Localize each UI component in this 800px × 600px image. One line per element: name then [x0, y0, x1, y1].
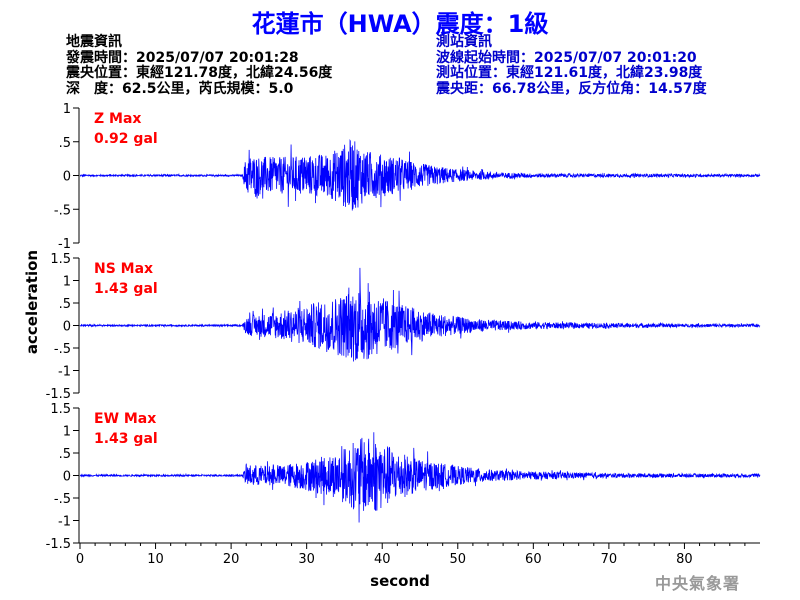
ns-waveform — [79, 267, 761, 362]
earthquake-info: 地震資訊 發震時間：2025/07/07 20:01:28 震央位置：東經121… — [66, 34, 333, 97]
z-y-tick-label: .5 — [59, 136, 71, 151]
ew-y-tick-label: 1 — [63, 425, 71, 440]
x-tick-label: 50 — [450, 552, 467, 567]
ew-max-value: 1.43 gal — [94, 431, 158, 447]
ew-y-tick-label: 0 — [63, 470, 71, 485]
z-max-label: Z Max — [94, 111, 141, 127]
x-tick-label: 80 — [676, 552, 693, 567]
z-y-tick-label: -1 — [58, 237, 71, 252]
x-tick-label: 0 — [76, 552, 84, 567]
ns-y-tick-label: 1.5 — [50, 252, 71, 267]
ns-y-tick-label: .5 — [59, 297, 71, 312]
x-tick-label: 70 — [601, 552, 618, 567]
ns-y-tick-label: -1.5 — [46, 387, 71, 402]
z-waveform — [79, 138, 761, 211]
ns-y-tick-label: 1 — [63, 275, 71, 290]
ew-waveform — [79, 432, 761, 523]
epicenter-location: 震央位置：東經121.78度，北緯24.56度 — [66, 65, 333, 81]
ew-max-label: EW Max — [94, 411, 156, 427]
x-axis-title: second — [370, 572, 430, 590]
depth-magnitude: 深 度：62.5公里，芮氏規模：5.0 — [66, 80, 294, 97]
ns-y-tick-label: -1 — [58, 365, 71, 380]
ns-max-value: 1.43 gal — [94, 281, 158, 297]
ns-max-label: NS Max — [94, 261, 153, 277]
ns-y-tick-label: -.5 — [54, 342, 71, 357]
ew-y-tick-label: -1.5 — [46, 537, 71, 552]
x-tick-label: 60 — [525, 552, 542, 567]
station-location: 測站位置：東經121.61度，北緯23.98度 — [436, 65, 703, 81]
station-info: 測站資訊 波線起始時間：2025/07/07 20:01:20 測站位置：東經1… — [436, 34, 707, 97]
epicentral-distance: 震央距：66.78公里，反方位角：14.57度 — [436, 80, 707, 97]
z-y-tick-label: 0 — [63, 170, 71, 185]
page-title: 花蓮市（HWA）震度：1級 — [251, 10, 549, 38]
ns-y-tick-label: 0 — [63, 320, 71, 335]
x-tick-label: 30 — [298, 552, 315, 567]
waveform-start-time: 波線起始時間：2025/07/07 20:01:20 — [436, 49, 697, 66]
x-tick-label: 10 — [147, 552, 164, 567]
y-axis-title: acceleration — [23, 250, 41, 354]
ew-y-tick-label: -.5 — [54, 492, 71, 507]
ew-y-tick-label: 1.5 — [50, 402, 71, 417]
ew-y-tick-label: .5 — [59, 447, 71, 462]
z-y-tick-label: -.5 — [54, 203, 71, 218]
origin-time: 發震時間：2025/07/07 20:01:28 — [66, 49, 299, 66]
x-tick-label: 40 — [374, 552, 391, 567]
ew-y-tick-label: -1 — [58, 515, 71, 530]
station-info-heading: 測站資訊 — [436, 34, 492, 50]
z-y-tick-label: 1 — [63, 102, 71, 117]
cwa-logo-text: 中央氣象署 — [655, 574, 741, 593]
x-tick-label: 20 — [223, 552, 240, 567]
z-max-value: 0.92 gal — [94, 131, 158, 147]
earthquake-info-heading: 地震資訊 — [66, 34, 122, 50]
